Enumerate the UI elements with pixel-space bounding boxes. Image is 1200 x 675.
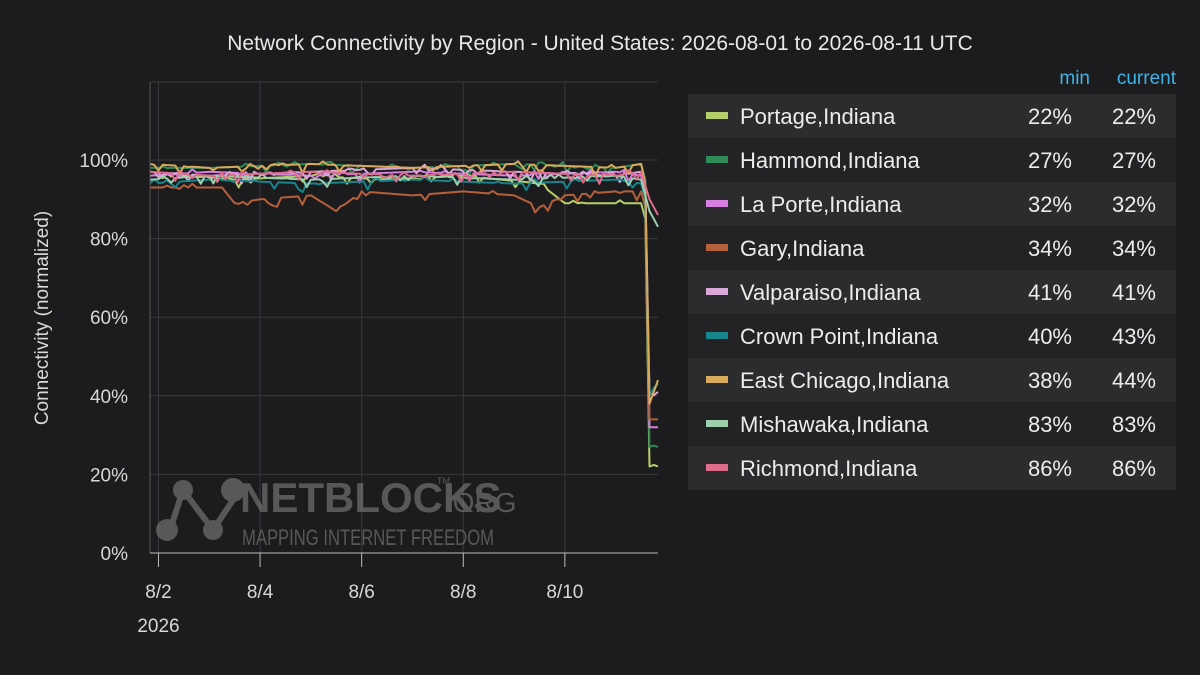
legend-row[interactable]: Valparaiso,Indiana 41% 41% bbox=[688, 270, 1176, 314]
series-line bbox=[149, 170, 659, 468]
legend-region-name: Mishawaka,Indiana bbox=[740, 412, 929, 437]
series-line bbox=[149, 169, 659, 216]
legend-row[interactable]: Crown Point,Indiana 40% 43% bbox=[688, 314, 1176, 358]
series-line bbox=[149, 175, 659, 397]
watermark-tm: TM bbox=[437, 476, 450, 486]
legend-region-name: Crown Point,Indiana bbox=[740, 324, 939, 349]
x-tick-year-label: 2026 bbox=[137, 616, 179, 637]
axes: 0% 20% 40% 60% 80% 100% 8/2 8/4 8/6 8/8 8/10 2026 bbox=[79, 82, 658, 637]
watermark-tagline: MAPPING INTERNET FREEDOM bbox=[242, 525, 494, 550]
legend-min-value: 83% bbox=[1027, 412, 1072, 437]
x-tick-label: 8/8 bbox=[450, 582, 476, 603]
legend-current-value: 34% bbox=[1111, 236, 1156, 261]
legend-region-name: La Porte,Indiana bbox=[740, 192, 902, 217]
legend-current-value: 41% bbox=[1111, 280, 1156, 305]
x-tick-label: 8/2 bbox=[145, 582, 171, 603]
y-tick-label: 40% bbox=[90, 387, 128, 408]
legend-region-name: Richmond,Indiana bbox=[740, 456, 918, 481]
y-axis-label: Connectivity (normalized) bbox=[32, 211, 53, 425]
legend-swatch bbox=[706, 112, 728, 119]
legend-row[interactable]: Gary,Indiana 34% 34% bbox=[688, 226, 1176, 270]
legend-current-value: 27% bbox=[1111, 148, 1156, 173]
watermark-suffix: .ORG bbox=[445, 487, 517, 518]
x-tick-label: 8/4 bbox=[247, 582, 274, 603]
y-tick-label: 80% bbox=[90, 230, 128, 251]
connectivity-chart: NETBLOCKS .ORG TM MAPPING INTERNET FREED… bbox=[32, 81, 659, 637]
legend-current-value: 32% bbox=[1111, 192, 1156, 217]
series-line bbox=[150, 182, 658, 421]
legend-min-value: 22% bbox=[1027, 104, 1072, 129]
y-tick-label: 100% bbox=[79, 151, 128, 172]
legend-swatch bbox=[706, 244, 728, 251]
legend-current-value: 83% bbox=[1111, 412, 1156, 437]
legend-current-value: 22% bbox=[1111, 104, 1156, 129]
legend-swatch bbox=[706, 464, 728, 471]
legend-row[interactable]: La Porte,Indiana 32% 32% bbox=[688, 182, 1176, 226]
legend-row[interactable]: Portage,Indiana 22% 22% bbox=[688, 94, 1176, 138]
legend-swatch bbox=[706, 156, 728, 163]
watermark-brand: NETBLOCKS bbox=[240, 474, 501, 521]
legend-row[interactable]: East Chicago,Indiana 38% 44% bbox=[688, 358, 1176, 402]
legend-header: min current bbox=[688, 64, 1176, 94]
legend-current-value: 44% bbox=[1111, 368, 1156, 393]
chart-title: Network Connectivity by Region - United … bbox=[227, 32, 973, 55]
legend-table: min current Portage,Indiana 22% 22% Hammond… bbox=[688, 64, 1176, 490]
legend-swatch bbox=[706, 200, 728, 207]
legend-swatch bbox=[706, 376, 728, 383]
legend-min-value: 38% bbox=[1027, 368, 1072, 393]
legend-min-value: 27% bbox=[1027, 148, 1072, 173]
legend-row[interactable]: Hammond,Indiana 27% 27% bbox=[688, 138, 1176, 182]
legend-current-value: 86% bbox=[1111, 456, 1156, 481]
legend-swatch bbox=[706, 332, 728, 339]
legend-min-value: 32% bbox=[1027, 192, 1072, 217]
legend-region-name: Valparaiso,Indiana bbox=[740, 280, 921, 305]
legend-row[interactable]: Mishawaka,Indiana 83% 83% bbox=[688, 402, 1176, 446]
legend-region-name: Gary,Indiana bbox=[740, 236, 865, 261]
legend-min-value: 41% bbox=[1027, 280, 1072, 305]
netblocks-logo-icon bbox=[156, 478, 245, 541]
legend-row[interactable]: Richmond,Indiana 86% 86% bbox=[688, 446, 1176, 490]
legend-header-current: current bbox=[1116, 68, 1176, 89]
y-tick-label: 20% bbox=[90, 465, 128, 486]
series-line bbox=[150, 161, 659, 448]
series-line bbox=[149, 163, 659, 397]
series-line bbox=[149, 160, 659, 405]
legend-region-name: East Chicago,Indiana bbox=[740, 368, 950, 393]
legend-min-value: 86% bbox=[1027, 456, 1072, 481]
legend-region-name: Portage,Indiana bbox=[740, 104, 896, 129]
y-tick-label: 60% bbox=[90, 308, 128, 329]
series-lines bbox=[149, 160, 659, 468]
netblocks-watermark: NETBLOCKS .ORG TM MAPPING INTERNET FREED… bbox=[156, 474, 517, 550]
legend-header-min: min bbox=[1059, 68, 1090, 89]
legend-swatch bbox=[706, 288, 728, 295]
x-tick-label: 8/10 bbox=[546, 582, 583, 603]
legend-current-value: 43% bbox=[1111, 324, 1156, 349]
y-tick-label: 0% bbox=[101, 544, 129, 565]
legend-min-value: 34% bbox=[1027, 236, 1072, 261]
legend-region-name: Hammond,Indiana bbox=[740, 148, 920, 173]
legend-swatch bbox=[706, 420, 728, 427]
series-line bbox=[149, 168, 658, 429]
legend-min-value: 40% bbox=[1027, 324, 1072, 349]
x-tick-label: 8/6 bbox=[348, 582, 374, 603]
